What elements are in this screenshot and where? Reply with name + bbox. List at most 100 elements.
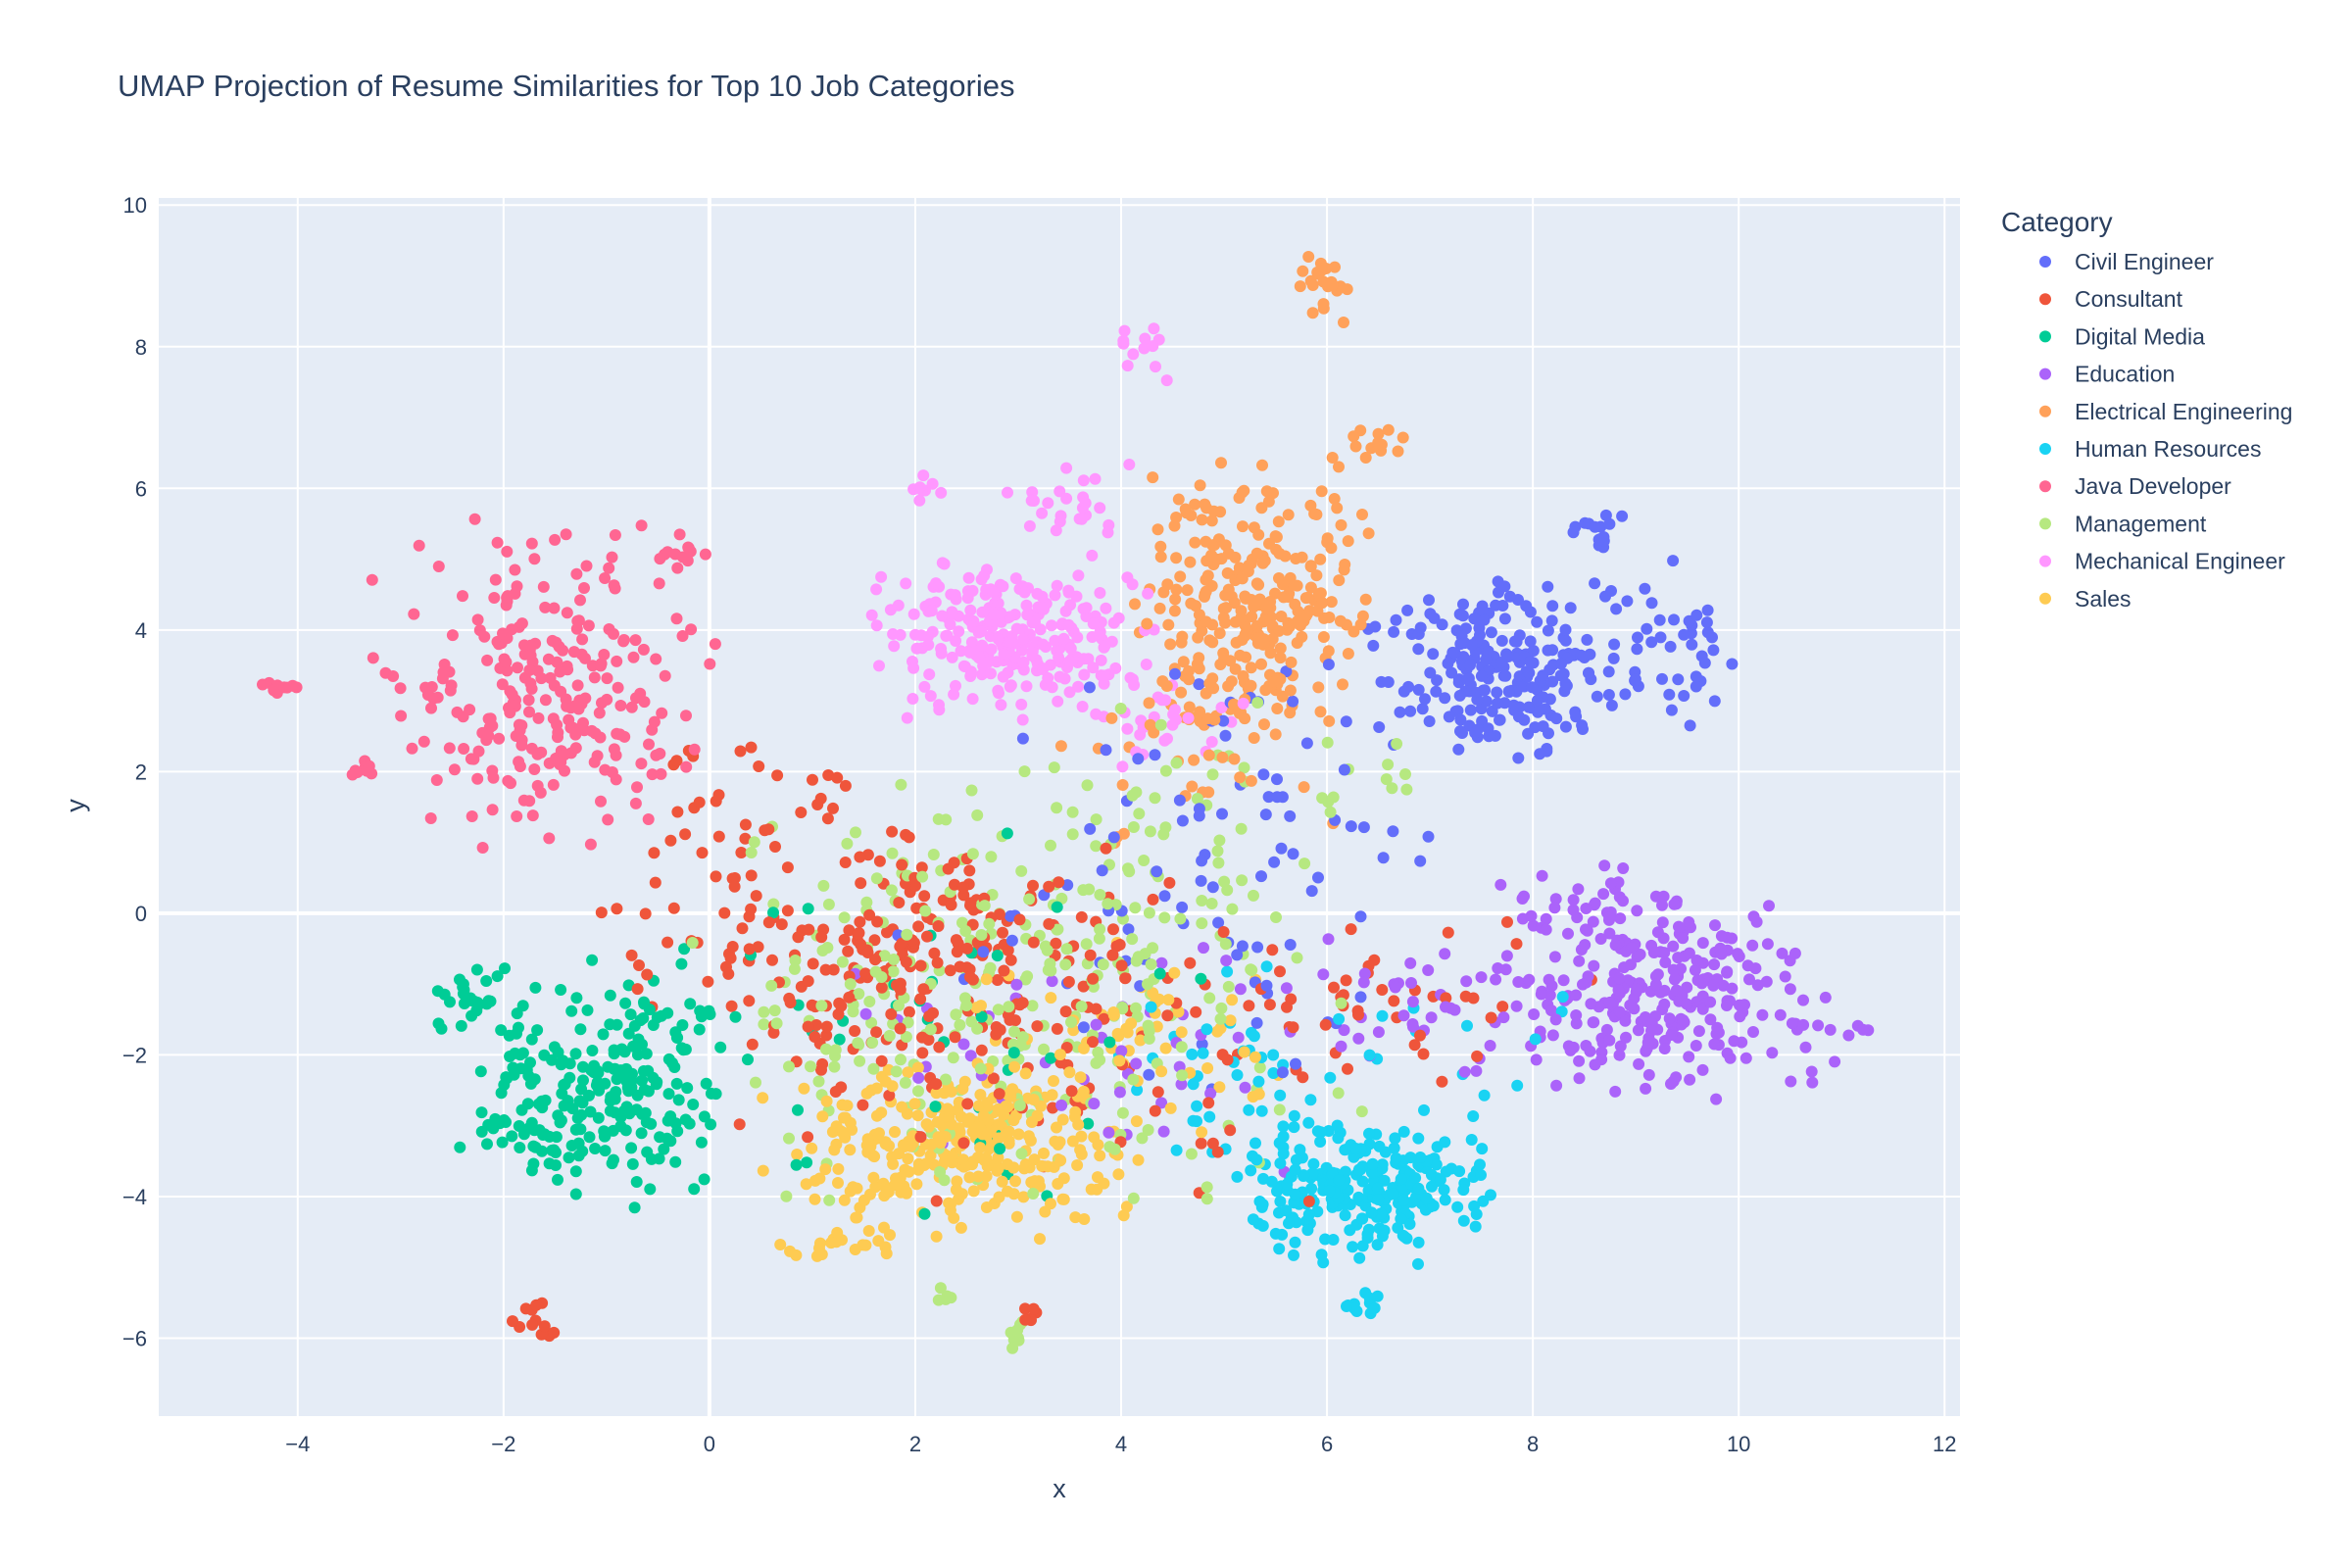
data-point	[1193, 678, 1205, 691]
data-point	[1491, 686, 1503, 699]
legend[interactable]: Category Civil EngineerConsultantDigital…	[2001, 207, 2292, 612]
legend-item[interactable]: Education	[2039, 362, 2175, 387]
data-point	[1027, 1094, 1040, 1105]
data-point	[963, 1171, 976, 1184]
data-point	[1003, 1001, 1015, 1013]
data-point	[1339, 559, 1351, 570]
data-point	[588, 671, 601, 684]
data-point	[1645, 597, 1658, 610]
data-point	[475, 1125, 488, 1138]
data-point	[571, 679, 584, 692]
data-point	[1196, 917, 1208, 930]
data-point	[1302, 1116, 1315, 1129]
data-point	[1392, 445, 1404, 458]
data-point	[619, 1124, 632, 1137]
data-point	[1118, 324, 1131, 337]
data-point	[1319, 1018, 1332, 1031]
data-point	[961, 1098, 974, 1110]
data-point	[1668, 973, 1681, 986]
data-point	[1255, 1104, 1268, 1117]
legend-item[interactable]: Management	[2039, 511, 2207, 536]
data-point	[1362, 527, 1375, 540]
data-point	[1337, 678, 1348, 691]
data-point	[911, 1109, 924, 1122]
data-point	[1116, 1106, 1129, 1119]
data-point	[1523, 973, 1536, 986]
legend-item[interactable]: Sales	[2039, 586, 2132, 612]
data-point	[902, 1066, 914, 1079]
data-point	[604, 989, 616, 1002]
data-point	[1324, 1071, 1337, 1084]
legend-item[interactable]: Mechanical Engineer	[2039, 549, 2285, 574]
data-point	[1457, 1214, 1470, 1227]
data-point	[1149, 749, 1161, 761]
data-point	[724, 952, 737, 964]
data-point	[1041, 944, 1054, 956]
data-point	[1409, 1172, 1422, 1184]
data-point	[1683, 947, 1695, 959]
legend-item[interactable]: Java Developer	[2039, 473, 2231, 499]
data-point	[1023, 1161, 1036, 1174]
data-point	[1363, 1049, 1376, 1061]
data-point	[1173, 794, 1186, 807]
data-point	[980, 1170, 993, 1183]
data-point	[993, 908, 1005, 920]
data-point	[1751, 979, 1764, 992]
legend-item[interactable]: Digital Media	[2039, 323, 2205, 349]
data-point	[890, 1172, 902, 1185]
data-point	[1255, 658, 1267, 670]
data-point	[1502, 651, 1514, 662]
data-point	[480, 975, 493, 987]
legend-item[interactable]: Human Resources	[2039, 436, 2261, 462]
data-point	[959, 925, 972, 937]
data-point	[1584, 648, 1596, 661]
data-point	[488, 592, 501, 604]
data-point	[635, 758, 648, 770]
data-point	[1567, 894, 1580, 906]
data-point	[495, 1024, 508, 1037]
data-point	[1356, 1212, 1369, 1225]
data-point	[1631, 983, 1643, 996]
data-point	[1651, 926, 1664, 939]
data-point	[899, 1076, 911, 1089]
data-point	[1681, 998, 1692, 1010]
data-point	[1786, 1017, 1798, 1030]
data-point	[852, 928, 864, 940]
data-point	[626, 1157, 639, 1170]
data-point	[934, 1137, 947, 1150]
data-point	[495, 1087, 508, 1100]
data-point	[842, 945, 855, 957]
data-point	[1193, 803, 1205, 815]
data-point	[1797, 1018, 1810, 1031]
data-point	[808, 1193, 821, 1205]
data-point	[1315, 485, 1328, 498]
data-point	[944, 964, 956, 977]
data-point	[592, 1111, 605, 1124]
data-point	[1215, 702, 1228, 713]
data-point	[849, 1025, 861, 1037]
legend-item[interactable]: Consultant	[2039, 286, 2183, 312]
data-point	[1317, 1256, 1330, 1269]
data-point	[457, 590, 468, 603]
data-point	[800, 1178, 812, 1191]
data-point	[854, 851, 866, 863]
data-point	[907, 608, 920, 620]
data-point	[1475, 971, 1488, 984]
legend-item[interactable]: Civil Engineer	[2039, 249, 2214, 274]
data-point	[1338, 763, 1350, 776]
data-point	[445, 679, 458, 692]
data-point	[1192, 631, 1204, 644]
data-point	[601, 672, 613, 685]
data-point	[1010, 622, 1023, 635]
data-point	[1358, 967, 1371, 980]
data-point	[550, 1131, 563, 1144]
data-point	[1424, 666, 1437, 679]
legend-item[interactable]: Electrical Engineering	[2039, 399, 2292, 424]
data-point	[1339, 1165, 1351, 1178]
data-point	[465, 753, 477, 765]
data-point	[993, 1191, 1005, 1203]
data-point	[1213, 627, 1226, 640]
data-point	[966, 584, 979, 597]
data-point	[1194, 479, 1206, 492]
data-point	[1257, 636, 1270, 649]
